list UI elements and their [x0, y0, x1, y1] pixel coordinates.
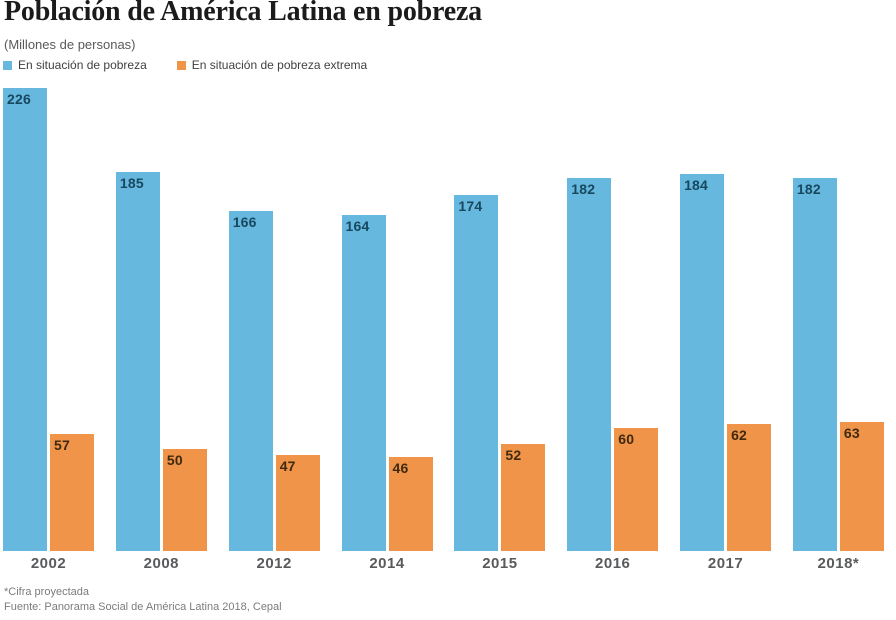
- x-axis-label-2008: 2008: [143, 555, 180, 572]
- bar-group-2016: 182 60: [567, 88, 659, 551]
- x-axis-label-2017: 2017: [707, 555, 744, 572]
- bar-value-label: 182: [571, 181, 596, 198]
- bar-value-label: 46: [392, 459, 409, 476]
- bar-value-label: 57: [54, 437, 70, 454]
- bar-pobreza-2018: 182: [792, 178, 837, 551]
- bar-value-label: 52: [505, 447, 522, 464]
- bar-pobreza-extrema-2017: 62: [727, 423, 772, 551]
- bar-group-2014: 164 46: [341, 88, 433, 551]
- bar-value-label: 166: [232, 213, 257, 230]
- bar-pobreza-2008: 185: [115, 172, 160, 551]
- bar-group-2017: 184 62: [680, 88, 772, 551]
- bar-value-label: 182: [796, 181, 821, 198]
- x-axis-label-2002: 2002: [30, 555, 67, 572]
- legend-item: En situación de pobreza extrema: [176, 58, 368, 72]
- bar-group-2012: 166 47: [228, 88, 320, 551]
- bar-group-2018: 182 63: [792, 88, 884, 551]
- bar-group-2015: 174 52: [454, 88, 546, 551]
- legend-label: En situación de pobreza extrema: [191, 58, 368, 72]
- legend-swatch-icon: [176, 60, 186, 70]
- bar-value-label: 47: [279, 457, 296, 474]
- bar-value-label: 185: [119, 175, 144, 191]
- chart-title: Población de América Latina en pobreza: [4, 0, 482, 27]
- x-axis-labels: 2002 2008 2012 2014 2015 2016 2017 2018*: [3, 555, 884, 572]
- footnote: *Cifra proyectada: [4, 586, 89, 598]
- bar-pobreza-extrema-2018: 63: [839, 421, 884, 551]
- bar-pobreza-extrema-2015: 52: [501, 444, 546, 551]
- bar-value-label: 164: [345, 218, 370, 235]
- bar-group-2008: 185 50: [115, 88, 207, 551]
- footer: *Cifra proyectada Fuente: Panorama Socia…: [4, 585, 282, 615]
- legend-item: En situación de pobreza: [3, 58, 147, 72]
- bar-value-label: 62: [731, 426, 748, 443]
- bar-pobreza-extrema-2014: 46: [388, 456, 433, 551]
- x-axis-label-2015: 2015: [482, 555, 518, 572]
- x-axis-label-2014: 2014: [369, 555, 405, 572]
- x-axis-label-2018: 2018*: [817, 555, 860, 572]
- bar-value-label: 226: [7, 91, 31, 107]
- bar-pobreza-2015: 174: [454, 194, 499, 551]
- bar-pobreza-extrema-2008: 50: [162, 448, 207, 551]
- legend-swatch-icon: [3, 60, 12, 70]
- bar-pobreza-2002: 226: [3, 88, 47, 551]
- chart-subtitle: (Millones de personas): [4, 37, 136, 52]
- bar-pobreza-2014: 164: [341, 215, 386, 551]
- bar-pobreza-2017: 184: [680, 174, 725, 551]
- bar-value-label: 50: [166, 451, 183, 468]
- bar-value-label: 60: [618, 431, 635, 448]
- legend-label: En situación de pobreza: [18, 58, 147, 72]
- bar-group-2002: 226 57: [3, 88, 94, 551]
- x-axis-label-2016: 2016: [595, 555, 631, 572]
- bar-pobreza-2012: 166: [228, 210, 273, 551]
- bar-pobreza-extrema-2012: 47: [275, 454, 320, 551]
- bar-pobreza-extrema-2016: 60: [614, 428, 659, 551]
- plot-area: 226 57 185 50 166 47 164 46 174 52 182 60 184 62 182 63: [3, 88, 884, 551]
- bar-pobreza-extrema-2002: 57: [50, 434, 94, 551]
- legend: En situación de pobreza En situación de p…: [3, 58, 367, 72]
- source-note: Fuente: Panorama Social de América Latin…: [4, 600, 282, 613]
- x-axis-label-2012: 2012: [256, 555, 292, 572]
- bar-value-label: 184: [684, 177, 709, 194]
- bar-pobreza-2016: 182: [567, 178, 612, 551]
- bar-value-label: 63: [843, 424, 860, 441]
- bar-value-label: 174: [458, 197, 483, 214]
